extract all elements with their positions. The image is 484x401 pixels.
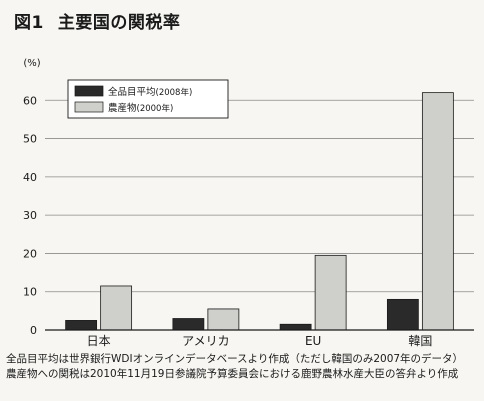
legend-period: (2000年)	[137, 103, 174, 114]
source-note-1: 全品目平均は世界銀行WDIオンラインデータベースより作成（ただし韓国のみ2007…	[6, 353, 464, 365]
bar-chart: 0 10 20 30 40 50 60 (%) 日本 アメリカ EU 韓国 全品目平均(2008年) 農…	[23, 58, 474, 348]
source-notes: 全品目平均は世界銀行WDIオンラインデータベースより作成（ただし韓国のみ2007…	[6, 352, 482, 382]
legend-period: (2008年)	[156, 87, 193, 98]
y-tick-label: 60	[23, 94, 37, 107]
y-tick-label: 40	[23, 171, 37, 184]
bar-all-items	[172, 318, 205, 331]
legend-label: 農産物(2000年)	[108, 102, 173, 114]
legend-label: 全品目平均(2008年)	[108, 86, 192, 98]
legend-swatch	[74, 101, 104, 113]
y-tick-label: 30	[23, 209, 37, 222]
x-tick-label: EU	[305, 334, 321, 348]
y-unit-label: (%)	[23, 58, 40, 69]
y-tick-label: 50	[23, 133, 37, 146]
y-tick-label: 10	[23, 286, 37, 299]
x-tick-label: 韓国	[408, 334, 432, 348]
bar-agriculture	[421, 92, 454, 331]
bar-all-items	[65, 320, 98, 331]
bar-agriculture	[207, 308, 240, 331]
figure-title: 図1 主要国の関税率	[14, 8, 180, 33]
figure-number: 図1	[14, 13, 44, 33]
y-tick-label: 0	[30, 324, 37, 337]
y-tick-label: 20	[23, 247, 37, 260]
bar-all-items	[279, 323, 312, 331]
gridlines	[45, 99, 474, 293]
legend: 全品目平均(2008年) 農産物(2000年)	[67, 79, 229, 119]
legend-swatch	[74, 85, 104, 97]
x-tick-label: 日本	[87, 334, 111, 348]
bars	[65, 92, 454, 331]
axes: 0 10 20 30 40 50 60 (%) 日本 アメリカ EU 韓国	[23, 58, 474, 348]
x-tick-label: アメリカ	[182, 334, 229, 348]
bar-agriculture	[100, 285, 133, 331]
source-note-2: 農産物への関税は2010年11月19日参議院予算委員会における鹿野農林水産大臣の…	[6, 368, 459, 380]
bar-all-items	[386, 298, 419, 331]
bar-agriculture	[314, 254, 347, 331]
figure-title-text: 主要国の関税率	[57, 13, 181, 33]
